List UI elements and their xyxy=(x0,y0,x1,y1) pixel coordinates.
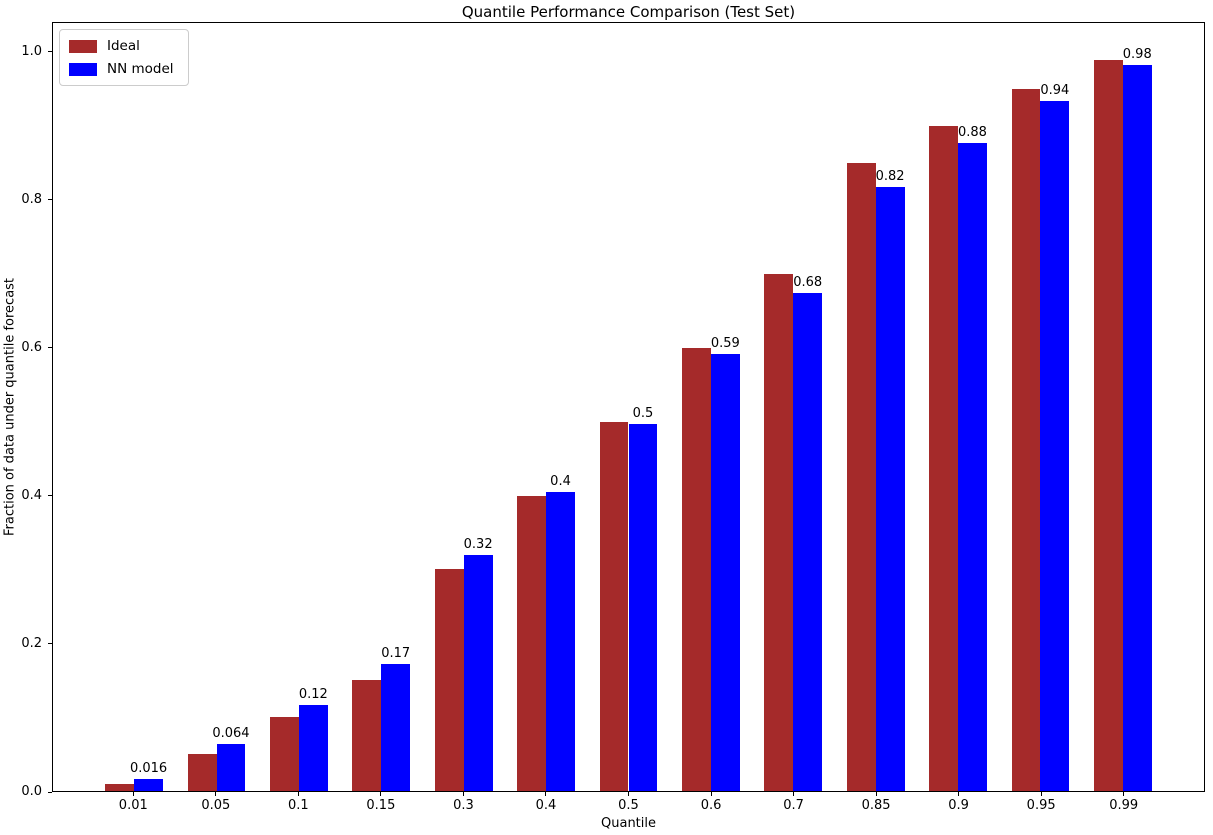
x-tick-label-0.9: 0.9 xyxy=(948,798,969,813)
bar-nn-model-0.05 xyxy=(216,743,246,791)
bar-nn-model-0.7 xyxy=(793,292,823,791)
legend: Ideal NN model xyxy=(59,29,189,86)
bar-nn-model-0.4 xyxy=(546,491,575,791)
x-tick-label-0.15: 0.15 xyxy=(366,798,396,813)
bar-ideal-0.85 xyxy=(846,163,876,791)
bar-label-0.01: 0.016 xyxy=(129,761,168,777)
bar-nn-model-0.5 xyxy=(628,424,658,791)
bar-ideal-0.9 xyxy=(929,126,959,791)
x-tick-label-0.1: 0.1 xyxy=(288,798,309,813)
x-tick-label-0.7: 0.7 xyxy=(783,798,804,813)
x-tick-0.3 xyxy=(462,792,464,796)
x-tick-label-0.01: 0.01 xyxy=(118,798,148,813)
bar-label-0.99: 0.98 xyxy=(1122,47,1152,63)
legend-label-nn-model: NN model xyxy=(107,61,174,77)
x-tick-0.7 xyxy=(793,792,795,796)
x-tick-label-0.95: 0.95 xyxy=(1026,798,1056,813)
plot-area: Ideal NN model 0.016 0.064 0.12 0.17 0.32 0.4… xyxy=(52,22,1205,792)
y-tick-0.4 xyxy=(48,495,52,497)
x-tick-0.99 xyxy=(1123,792,1125,796)
bar-label-0.3: 0.32 xyxy=(463,536,493,552)
x-tick-0.1 xyxy=(297,792,299,796)
x-tick-label-0.85: 0.85 xyxy=(861,798,891,813)
x-tick-0.5 xyxy=(628,792,629,796)
bar-label-0.05: 0.064 xyxy=(212,725,250,741)
bar-ideal-0.4 xyxy=(517,495,547,791)
x-tick-label-0.3: 0.3 xyxy=(453,798,474,813)
y-tick-0.8 xyxy=(48,199,52,201)
bar-nn-model-0.1 xyxy=(298,704,328,791)
bar-label-0.6: 0.59 xyxy=(710,335,740,351)
legend-item-ideal: Ideal xyxy=(69,38,174,54)
x-tick-0.85 xyxy=(875,792,877,796)
bar-ideal-0.7 xyxy=(764,274,794,791)
bar-ideal-0.3 xyxy=(434,569,464,791)
bar-ideal-0.15 xyxy=(352,680,382,791)
x-tick-label-0.05: 0.05 xyxy=(201,798,231,813)
x-tick-label-0.99: 0.99 xyxy=(1109,798,1139,813)
bar-label-0.5: 0.5 xyxy=(632,406,654,421)
x-axis-label: Quantile xyxy=(601,816,656,831)
y-tick-0.0 xyxy=(48,791,52,793)
bar-label-0.95: 0.94 xyxy=(1040,82,1070,98)
y-axis-label: Fraction of data under quantile forecast xyxy=(2,277,18,537)
bar-nn-model-0.15 xyxy=(381,664,411,791)
legend-swatch-ideal xyxy=(69,39,97,53)
legend-swatch-nn-model xyxy=(69,62,97,76)
bar-nn-model-0.95 xyxy=(1040,100,1070,791)
bar-nn-model-0.01 xyxy=(134,779,163,791)
bar-ideal-0.05 xyxy=(187,754,217,791)
y-tick-label-0.4: 0.4 xyxy=(21,487,42,503)
y-tick-0.2 xyxy=(48,643,52,645)
y-tick-label-0.0: 0.0 xyxy=(21,784,42,799)
y-tick-label-0.8: 0.8 xyxy=(21,191,42,207)
y-tick-0.6 xyxy=(48,347,52,349)
bar-nn-model-0.3 xyxy=(463,554,493,791)
x-tick-0.15 xyxy=(380,792,382,796)
x-tick-label-0.5: 0.5 xyxy=(618,798,639,813)
x-tick-0.9 xyxy=(958,792,960,796)
bar-ideal-0.6 xyxy=(682,347,711,791)
x-tick-label-0.4: 0.4 xyxy=(535,798,557,813)
bar-label-0.7: 0.68 xyxy=(793,274,823,290)
y-tick-label-0.2: 0.2 xyxy=(21,635,42,651)
legend-label-ideal: Ideal xyxy=(107,38,140,54)
bar-label-0.15: 0.17 xyxy=(381,646,411,661)
bar-nn-model-0.99 xyxy=(1122,65,1152,791)
bar-label-0.9: 0.88 xyxy=(957,124,987,140)
bar-nn-model-0.85 xyxy=(875,186,905,791)
x-tick-0.4 xyxy=(545,792,547,796)
bar-ideal-0.1 xyxy=(270,717,299,791)
bar-nn-model-0.9 xyxy=(958,142,987,791)
y-tick-label-1.0: 1.0 xyxy=(21,43,42,59)
x-tick-0.95 xyxy=(1040,792,1042,796)
chart-title: Quantile Performance Comparison (Test Se… xyxy=(461,3,796,21)
bar-ideal-0.01 xyxy=(105,783,135,791)
legend-item-nn-model: NN model xyxy=(69,61,174,77)
bar-label-0.1: 0.12 xyxy=(298,686,328,702)
x-tick-0.6 xyxy=(710,792,712,796)
x-tick-0.05 xyxy=(215,792,217,796)
bar-label-0.85: 0.82 xyxy=(875,168,905,184)
x-tick-label-0.6: 0.6 xyxy=(700,798,722,813)
bar-nn-model-0.6 xyxy=(710,353,740,791)
bar-label-0.4: 0.4 xyxy=(550,473,571,489)
bar-ideal-0.95 xyxy=(1011,89,1041,791)
bar-ideal-0.99 xyxy=(1094,59,1123,791)
y-tick-1.0 xyxy=(48,51,52,53)
x-tick-0.01 xyxy=(132,792,134,796)
y-tick-label-0.6: 0.6 xyxy=(21,339,42,355)
bar-ideal-0.5 xyxy=(599,421,629,791)
